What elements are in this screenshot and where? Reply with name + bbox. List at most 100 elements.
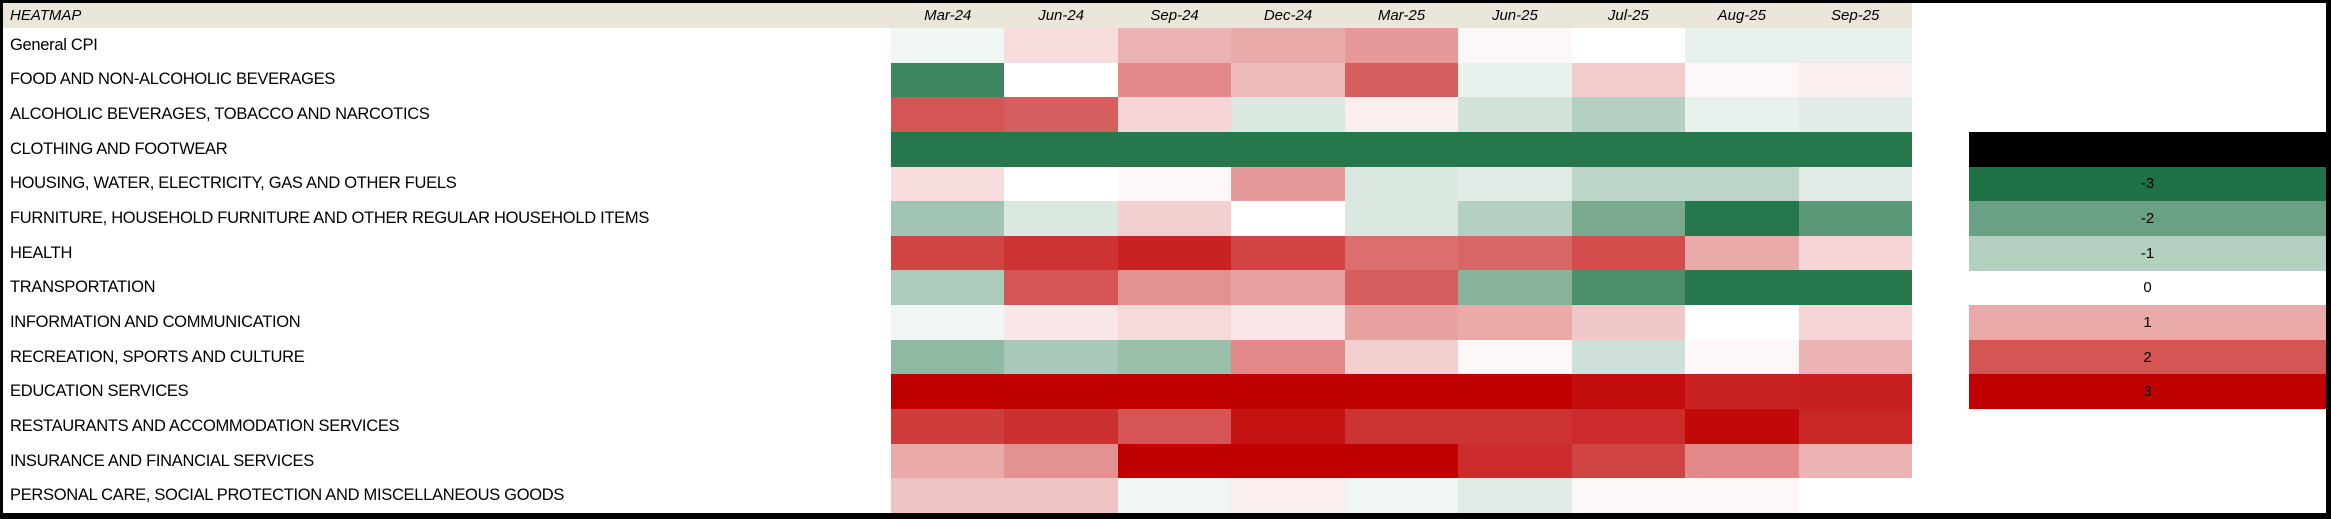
heatmap-cell[interactable] [1117,28,1232,63]
column-header-Jul-25[interactable]: Jul-25 [1607,7,1649,24]
heatmap-cell[interactable] [1231,478,1345,513]
heatmap-cell[interactable] [1685,443,1799,479]
row-label[interactable]: PERSONAL CARE, SOCIAL PROTECTION AND MIS… [3,478,891,513]
heatmap-cell[interactable] [1231,166,1345,202]
heatmap-cell[interactable] [891,28,1005,63]
heatmap-cell[interactable] [891,270,1005,306]
heatmap-cell[interactable] [1004,478,1118,513]
heatmap-cell[interactable] [1571,201,1686,236]
legend-entry-1[interactable]: 1 [1969,305,2326,340]
heatmap-cell[interactable] [1798,97,1912,132]
heatmap-cell[interactable] [891,409,1005,444]
heatmap-cell[interactable] [1344,270,1459,306]
legend-entry-2[interactable]: 2 [1969,339,2326,375]
heatmap-cell[interactable] [1004,166,1118,202]
heatmap-cell[interactable] [1458,409,1572,444]
heatmap-cell[interactable] [1004,339,1118,375]
heatmap-cell[interactable] [1231,409,1345,444]
heatmap-cell[interactable] [1685,374,1799,410]
column-header-Jun-25[interactable]: Jun-25 [1491,7,1538,24]
heatmap-cell[interactable] [1458,339,1572,375]
row-label[interactable]: ALCOHOLIC BEVERAGES, TOBACCO AND NARCOTI… [3,97,891,132]
heatmap-cell[interactable] [1004,443,1118,479]
heatmap-cell[interactable] [1231,201,1345,236]
heatmap-cell[interactable] [1344,235,1459,271]
heatmap-cell[interactable] [1458,478,1572,513]
heatmap-cell[interactable] [1231,131,1345,167]
heatmap-cell[interactable] [1231,339,1345,375]
heatmap-cell[interactable] [1117,305,1232,340]
row-label[interactable]: EDUCATION SERVICES [3,374,891,410]
heatmap-cell[interactable] [1571,131,1686,167]
heatmap-cell[interactable] [891,339,1005,375]
column-header-Sep-24[interactable]: Sep-24 [1150,7,1199,24]
heatmap-cell[interactable] [1798,409,1912,444]
heatmap-cell[interactable] [1571,443,1686,479]
heatmap-cell[interactable] [1458,201,1572,236]
heatmap-cell[interactable] [1344,166,1459,202]
heatmap-cell[interactable] [1685,409,1799,444]
heatmap-cell[interactable] [1571,374,1686,410]
heatmap-cell[interactable] [1685,97,1799,132]
heatmap-cell[interactable] [891,97,1005,132]
heatmap-cell[interactable] [1798,374,1912,410]
heatmap-cell[interactable] [1685,235,1799,271]
heatmap-cell[interactable] [1004,131,1118,167]
heatmap-cell[interactable] [1004,62,1118,98]
column-header-Jun-24[interactable]: Jun-24 [1038,7,1085,24]
legend-black-box[interactable] [1969,132,2326,167]
heatmap-cell[interactable] [1458,374,1572,410]
column-header-Dec-24[interactable]: Dec-24 [1263,7,1313,24]
heatmap-cell[interactable] [1571,62,1686,98]
heatmap-cell[interactable] [1685,28,1799,63]
heatmap-cell[interactable] [1571,478,1686,513]
heatmap-cell[interactable] [1571,97,1686,132]
heatmap-cell[interactable] [891,305,1005,340]
heatmap-cell[interactable] [1344,374,1459,410]
heatmap-cell[interactable] [891,478,1005,513]
row-label[interactable]: RESTAURANTS AND ACCOMMODATION SERVICES [3,409,891,444]
heatmap-cell[interactable] [1571,305,1686,340]
legend-entry-3[interactable]: 3 [1969,374,2326,409]
row-label[interactable]: INSURANCE AND FINANCIAL SERVICES [3,443,891,479]
row-label[interactable]: General CPI [3,28,891,63]
row-label[interactable]: HEALTH [3,235,891,271]
heatmap-cell[interactable] [1798,28,1912,63]
heatmap-cell[interactable] [1117,97,1232,132]
heatmap-cell[interactable] [1117,374,1232,410]
heatmap-cell[interactable] [1798,201,1912,236]
heatmap-cell[interactable] [1798,339,1912,375]
heatmap-cell[interactable] [891,131,1005,167]
heatmap-cell[interactable] [1117,409,1232,444]
row-label[interactable]: CLOTHING AND FOOTWEAR [3,131,891,167]
heatmap-cell[interactable] [1685,201,1799,236]
heatmap-cell[interactable] [1458,97,1572,132]
heatmap-cell[interactable] [1458,443,1572,479]
legend-entry-0[interactable]: 0 [1969,270,2326,306]
heatmap-cell[interactable] [1571,270,1686,306]
heatmap-cell[interactable] [1004,235,1118,271]
heatmap-cell[interactable] [1798,270,1912,306]
heatmap-cell[interactable] [1231,374,1345,410]
heatmap-cell[interactable] [1458,305,1572,340]
heatmap-cell[interactable] [1231,235,1345,271]
heatmap-cell[interactable] [1571,28,1686,63]
heatmap-cell[interactable] [1344,131,1459,167]
heatmap-cell[interactable] [1117,478,1232,513]
heatmap-cell[interactable] [1117,235,1232,271]
heatmap-cell[interactable] [1004,28,1118,63]
row-label[interactable]: INFORMATION AND COMMUNICATION [3,305,891,340]
row-label[interactable]: HOUSING, WATER, ELECTRICITY, GAS AND OTH… [3,166,891,202]
heatmap-cell[interactable] [1458,28,1572,63]
heatmap-cell[interactable] [1685,339,1799,375]
heatmap-cell[interactable] [1117,62,1232,98]
heatmap-cell[interactable] [1571,409,1686,444]
heatmap-cell[interactable] [1458,166,1572,202]
heatmap-cell[interactable] [1344,201,1459,236]
heatmap-cell[interactable] [1798,166,1912,202]
heatmap-cell[interactable] [1004,270,1118,306]
heatmap-cell[interactable] [1004,201,1118,236]
heatmap-cell[interactable] [1685,131,1799,167]
heatmap-cell[interactable] [1344,478,1459,513]
row-label[interactable]: FOOD AND NON-ALCOHOLIC BEVERAGES [3,62,891,98]
